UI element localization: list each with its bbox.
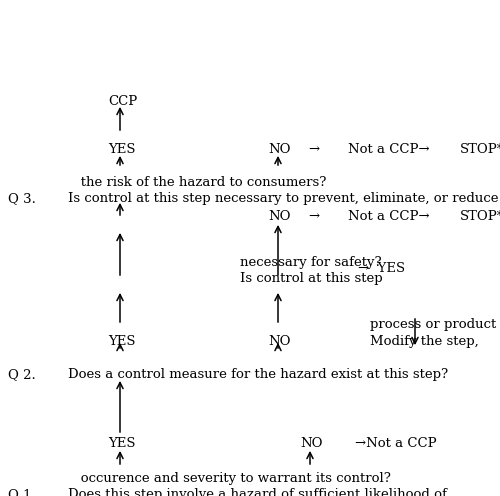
Text: YES: YES [108, 437, 136, 450]
Text: NO: NO [268, 335, 290, 348]
Text: occurence and severity to warrant its control?: occurence and severity to warrant its co… [68, 472, 391, 485]
Text: STOP*: STOP* [460, 210, 500, 223]
Text: →Not a CCP: →Not a CCP [355, 437, 436, 450]
Text: Q 3.: Q 3. [8, 192, 36, 205]
Text: the risk of the hazard to consumers?: the risk of the hazard to consumers? [68, 176, 326, 189]
Text: →: → [308, 143, 319, 156]
Text: Does a control measure for the hazard exist at this step?: Does a control measure for the hazard ex… [68, 368, 448, 381]
Text: necessary for safety?: necessary for safety? [240, 256, 382, 269]
Text: Modify the step,: Modify the step, [370, 335, 479, 348]
Text: Q 2.: Q 2. [8, 368, 36, 381]
Text: process or product: process or product [370, 318, 496, 331]
Text: STOP*: STOP* [460, 143, 500, 156]
Text: NO: NO [268, 143, 290, 156]
Text: Does this step involve a hazard of sufficient likelihood of: Does this step involve a hazard of suffi… [68, 488, 447, 496]
Text: →  YES: → YES [358, 262, 405, 275]
Text: Not a CCP→: Not a CCP→ [348, 210, 430, 223]
Text: Q 1.: Q 1. [8, 488, 36, 496]
Text: NO: NO [300, 437, 322, 450]
Text: Not a CCP→: Not a CCP→ [348, 143, 430, 156]
Text: CCP: CCP [108, 95, 137, 108]
Text: Is control at this step necessary to prevent, eliminate, or reduce: Is control at this step necessary to pre… [68, 192, 498, 205]
Text: NO: NO [268, 210, 290, 223]
Text: YES: YES [108, 143, 136, 156]
Text: YES: YES [108, 335, 136, 348]
Text: →: → [308, 210, 319, 223]
Text: Is control at this step: Is control at this step [240, 272, 382, 285]
